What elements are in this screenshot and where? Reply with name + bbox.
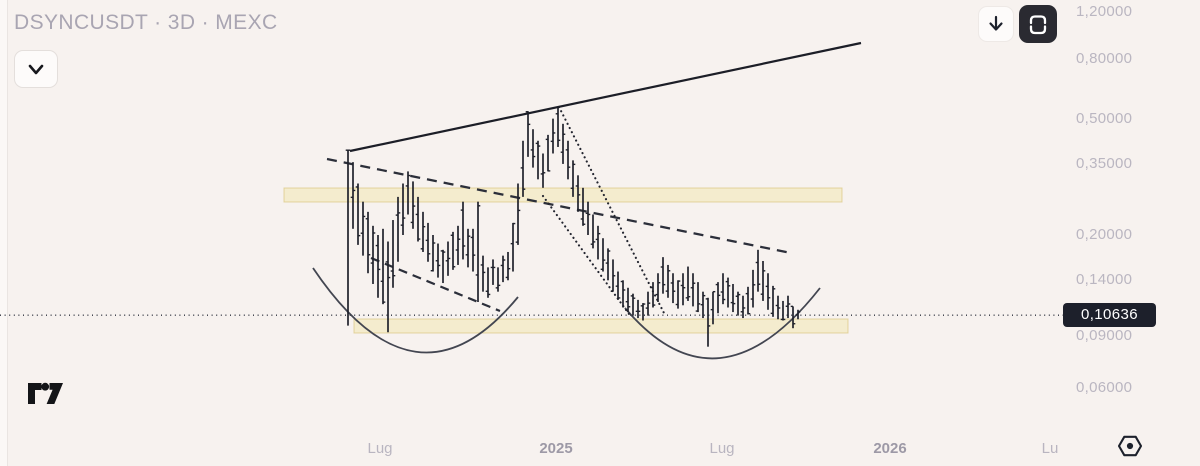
time-axis-label: 2025 — [539, 440, 573, 457]
price-axis-label: 0,80000 — [1076, 49, 1133, 67]
arc-curve — [624, 287, 821, 360]
window-edge — [0, 0, 8, 466]
arc-curve — [312, 267, 519, 354]
solid-trendline — [349, 41, 862, 153]
highlight-zone — [353, 318, 849, 334]
dashed-trendline — [326, 157, 792, 255]
symbol-dropdown-button[interactable] — [14, 50, 58, 88]
time-axis-label: Lug — [367, 440, 393, 457]
candles — [345, 106, 801, 347]
symbol-title: DSYNCUSDT · 3D · MEXC — [14, 11, 278, 34]
price-axis-label: 1,20000 — [1076, 3, 1133, 20]
tradingview-logo-icon[interactable] — [27, 382, 64, 405]
time-axis-label: Lug — [709, 440, 735, 457]
dotted-channel-line — [557, 105, 667, 317]
price-axis-label: 0,09000 — [1076, 327, 1133, 345]
settings-icon[interactable] — [1116, 432, 1144, 460]
download-arrow-icon — [989, 15, 1003, 31]
screenshot-button[interactable] — [1019, 5, 1057, 43]
price-axis-label: 0,14000 — [1076, 271, 1133, 289]
price-axis-label: 0,20000 — [1076, 225, 1133, 243]
time-axis-label: Lu — [1041, 440, 1059, 457]
highlight-zone — [283, 187, 843, 203]
price-axis-label: 0,50000 — [1076, 109, 1133, 127]
camera-frame-icon — [1029, 15, 1047, 35]
chevron-down-icon — [28, 64, 44, 75]
price-axis-label: 0,35000 — [1076, 154, 1133, 172]
price-axis-label: 0,06000 — [1076, 378, 1133, 396]
dashed-trendline-short — [370, 256, 501, 313]
dotted-channel-line — [541, 194, 631, 316]
last-price-badge: 0,10636 — [1063, 303, 1156, 328]
time-axis-label: 2026 — [873, 440, 907, 457]
download-button[interactable] — [978, 6, 1014, 42]
